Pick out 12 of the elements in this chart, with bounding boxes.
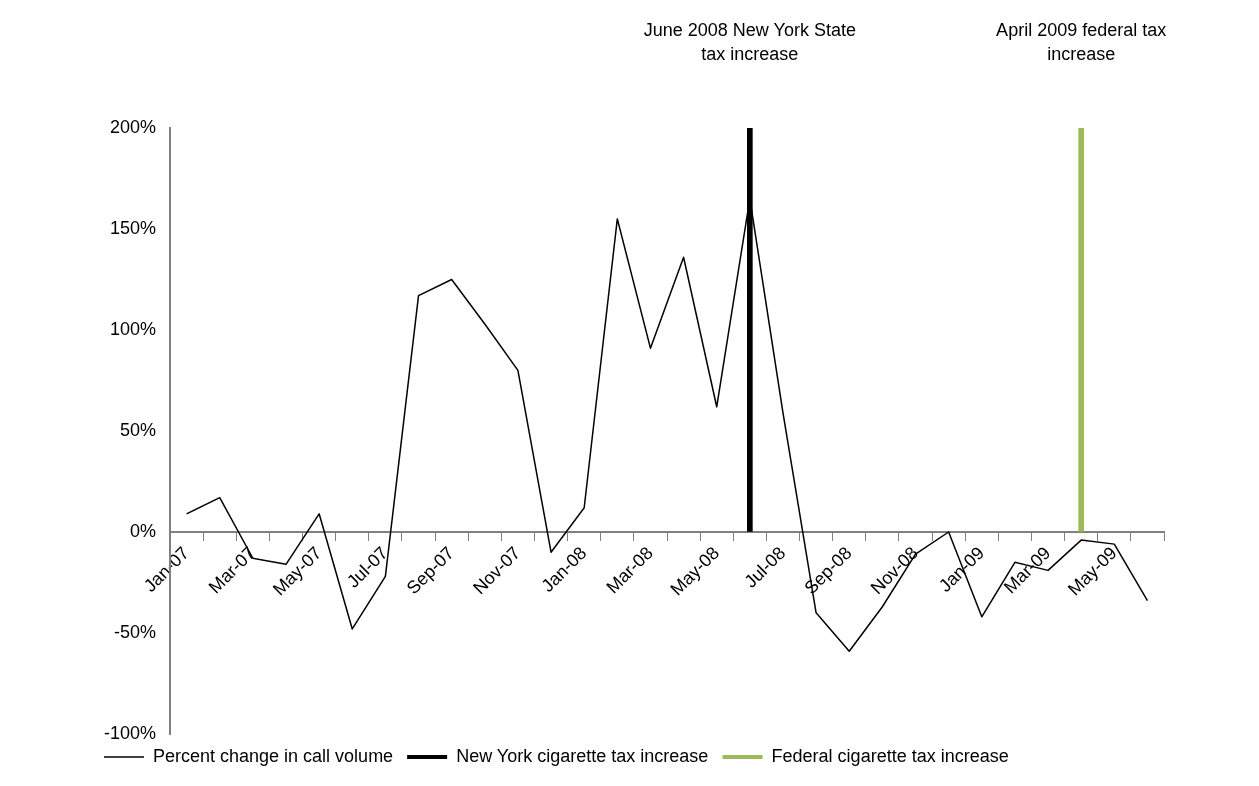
y-tick-label: 0% xyxy=(130,520,157,541)
y-tick-label: 200% xyxy=(109,116,157,137)
legend-label: Federal cigarette tax increase xyxy=(771,745,1009,766)
legend-label: Percent change in call volume xyxy=(153,745,394,766)
legend-label: New York cigarette tax increase xyxy=(456,745,709,766)
y-tick-label: -100% xyxy=(104,722,157,743)
y-tick-label: 100% xyxy=(109,318,157,339)
y-tick-label: -50% xyxy=(114,621,157,642)
y-tick-label: 150% xyxy=(109,217,157,238)
text: April 2009 federal tax increase xyxy=(996,20,1167,64)
y-tick-label: 50% xyxy=(120,419,157,440)
text: June 2008 New York State tax increase xyxy=(643,20,856,64)
